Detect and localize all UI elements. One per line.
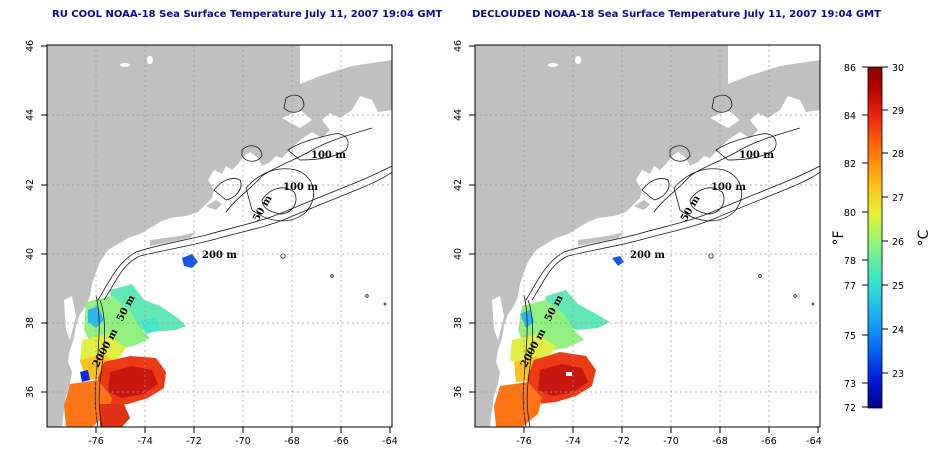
lat-tick-label: 44 (453, 109, 464, 121)
celsius-tick-label: 23 (892, 369, 904, 380)
lon-tick-label: -66 (333, 436, 349, 447)
lat-tick-label: 46 (453, 40, 464, 52)
lon-tick-label: -64 (806, 436, 822, 447)
lon-tick-label: -68 (284, 436, 300, 447)
colorbar-gradient (867, 66, 883, 409)
lat-tick-label: 38 (25, 317, 36, 329)
fahrenheit-tick-label: 75 (844, 331, 856, 342)
contour-label: 200 m (202, 250, 237, 261)
left-lat-tick-labels: 36 38 40 42 44 46 (25, 40, 36, 398)
left-map-panel: 100 m 100 m 50 m 200 m 50 m 2000 m (47, 45, 392, 427)
lon-tick-label: -66 (761, 436, 777, 447)
celsius-tick-label: 28 (892, 149, 904, 160)
fahrenheit-tick-label: 80 (844, 208, 856, 219)
celsius-tick-label: 26 (892, 237, 904, 248)
lat-tick-label: 40 (25, 248, 36, 260)
lon-tick-label: -76 (516, 436, 532, 447)
lat-tick-label: 40 (453, 248, 464, 260)
right-lat-tick-labels: 36 38 40 42 44 46 (453, 40, 464, 398)
lat-lon-grid (47, 45, 392, 427)
lon-tick-label: -74 (565, 436, 581, 447)
lon-tick-label: -70 (235, 436, 251, 447)
contour-label: 200 m (630, 250, 665, 261)
lon-tick-label: -64 (382, 436, 398, 447)
fahrenheit-tick-label: 78 (844, 256, 856, 267)
lat-tick-label: 46 (25, 40, 36, 52)
contour-label: 100 m (283, 182, 318, 193)
colorbar: 72 73 75 77 78 80 82 84 86 23 24 25 26 2… (831, 63, 932, 414)
lat-tick-label: 36 (25, 386, 36, 398)
celsius-tick-label: 27 (892, 193, 904, 204)
fahrenheit-tick-label: 77 (844, 281, 856, 292)
lon-tick-label: -74 (137, 436, 153, 447)
left-map-title: RU COOL NOAA-18 Sea Surface Temperature … (52, 9, 443, 20)
lon-tick-label: -68 (712, 436, 728, 447)
celsius-tick-label: 29 (892, 106, 904, 117)
celsius-tick-label: 24 (892, 325, 904, 336)
lon-tick-label: -70 (663, 436, 679, 447)
fahrenheit-tick-label: 72 (844, 403, 856, 414)
celsius-unit-label: °C (916, 229, 932, 246)
lon-tick-label: -76 (88, 436, 104, 447)
lat-tick-label: 36 (453, 386, 464, 398)
right-map-panel: 100 m 100 m 50 m 200 m 50 m 2000 m (475, 45, 820, 427)
contour-label: 100 m (311, 150, 346, 161)
right-map-frame (474, 44, 821, 428)
right-axis-ticks (469, 45, 819, 433)
lat-tick-label: 42 (25, 179, 36, 191)
lat-tick-label: 44 (25, 109, 36, 121)
lat-tick-label: 38 (453, 317, 464, 329)
sst-swath (494, 256, 624, 427)
lat-lon-grid (475, 45, 820, 427)
left-lon-tick-labels: -76 -74 -72 -70 -68 -66 -64 (88, 436, 398, 447)
fahrenheit-unit-label: °F (831, 230, 847, 245)
left-map-frame (46, 44, 393, 428)
celsius-tick-label: 25 (892, 281, 904, 292)
contour-label: 100 m (711, 182, 746, 193)
fahrenheit-tick-label: 82 (844, 159, 856, 170)
lon-tick-label: -72 (186, 436, 202, 447)
fahrenheit-tick-label: 84 (844, 111, 856, 122)
left-axis-ticks (41, 45, 391, 433)
fahrenheit-tick-label: 73 (844, 379, 856, 390)
right-lon-tick-labels: -76 -74 -72 -70 -68 -66 -64 (516, 436, 822, 447)
lat-tick-label: 42 (453, 179, 464, 191)
celsius-tick-label: 30 (892, 63, 904, 74)
contour-label: 100 m (739, 150, 774, 161)
fahrenheit-tick-label: 86 (844, 63, 856, 74)
right-map-title: DECLOUDED NOAA-18 Sea Surface Temperatur… (472, 9, 881, 20)
lon-tick-label: -72 (614, 436, 630, 447)
